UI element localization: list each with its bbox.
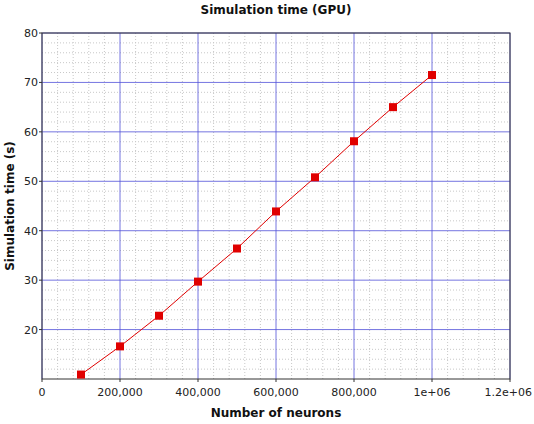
- data-point: [350, 137, 358, 145]
- y-tick: [39, 280, 42, 281]
- x-tick-label: 800,000: [331, 386, 377, 399]
- plot-frame: [42, 33, 510, 379]
- minor-grid: [369, 33, 370, 379]
- minor-grid: [244, 33, 245, 379]
- y-tick-label: 30: [24, 274, 38, 287]
- grid-line: [42, 82, 510, 83]
- x-tick-label: 200,000: [97, 386, 143, 399]
- minor-grid: [400, 33, 401, 379]
- minor-grid: [166, 33, 167, 379]
- x-tick-label: 400,000: [175, 386, 221, 399]
- x-tick-label: 0: [39, 386, 46, 399]
- minor-grid: [213, 33, 214, 379]
- x-tick-label: 1e+06: [414, 386, 451, 399]
- minor-grid: [385, 33, 386, 379]
- data-point: [428, 71, 436, 79]
- plot-area: [77, 71, 436, 379]
- minor-grid: [182, 33, 183, 379]
- grid-line: [42, 230, 510, 231]
- y-tick: [39, 33, 42, 34]
- minor-grid: [494, 33, 495, 379]
- minor-grid: [463, 33, 464, 379]
- minor-grid: [291, 33, 292, 379]
- grid-line: [120, 33, 121, 379]
- data-point: [389, 103, 397, 111]
- minor-grid: [447, 33, 448, 379]
- data-point: [116, 342, 124, 350]
- y-tick-label: 50: [24, 175, 38, 188]
- x-axis-label: Number of neurons: [211, 406, 342, 420]
- minor-grid: [416, 33, 417, 379]
- y-tick: [39, 329, 42, 330]
- grid-line: [42, 280, 510, 281]
- grid-line: [42, 329, 510, 330]
- data-point: [155, 312, 163, 320]
- x-tick: [276, 379, 277, 382]
- background: [0, 0, 534, 424]
- grid-line: [198, 33, 199, 379]
- y-tick-label: 40: [24, 225, 38, 238]
- x-tick: [42, 379, 43, 382]
- series-line: [81, 75, 432, 375]
- data-point: [311, 173, 319, 181]
- grid-line: [42, 181, 510, 182]
- y-axis-label: Simulation time (s): [3, 141, 17, 271]
- y-tick-label: 20: [24, 324, 38, 337]
- y-tick: [39, 230, 42, 231]
- x-tick: [354, 379, 355, 382]
- y-tick-label: 70: [24, 76, 38, 89]
- grid-line: [42, 131, 510, 132]
- minor-grid: [135, 33, 136, 379]
- y-tick-label: 80: [24, 27, 38, 40]
- grid-line: [432, 33, 433, 379]
- minor-grid: [478, 33, 479, 379]
- data-point: [233, 245, 241, 253]
- minor-grid: [57, 33, 58, 379]
- x-tick-label: 1.2e+06: [485, 386, 532, 399]
- chart: 0 200,000 400,000 600,000 800,000 1e+06 1.2e+0…: [0, 0, 534, 424]
- minor-grid: [88, 33, 89, 379]
- data-point: [272, 207, 280, 215]
- x-tick: [120, 379, 121, 382]
- minor-grid: [307, 33, 308, 379]
- y-tick: [39, 181, 42, 182]
- x-tick: [198, 379, 199, 382]
- y-tick: [39, 131, 42, 132]
- minor-grid: [151, 33, 152, 379]
- grid-line: [354, 33, 355, 379]
- minor-grid: [260, 33, 261, 379]
- title: Simulation time (GPU): [201, 3, 352, 17]
- minor-grid: [73, 33, 74, 379]
- x-tick: [432, 379, 433, 382]
- y-tick: [39, 82, 42, 83]
- x-tick: [510, 379, 511, 382]
- x-tick-label: 600,000: [253, 386, 299, 399]
- grid-line: [276, 33, 277, 379]
- data-point: [194, 278, 202, 286]
- minor-grid: [322, 33, 323, 379]
- y-tick-label: 60: [24, 126, 38, 139]
- data-point: [77, 371, 85, 379]
- minor-grid: [229, 33, 230, 379]
- minor-grid: [104, 33, 105, 379]
- minor-grid: [338, 33, 339, 379]
